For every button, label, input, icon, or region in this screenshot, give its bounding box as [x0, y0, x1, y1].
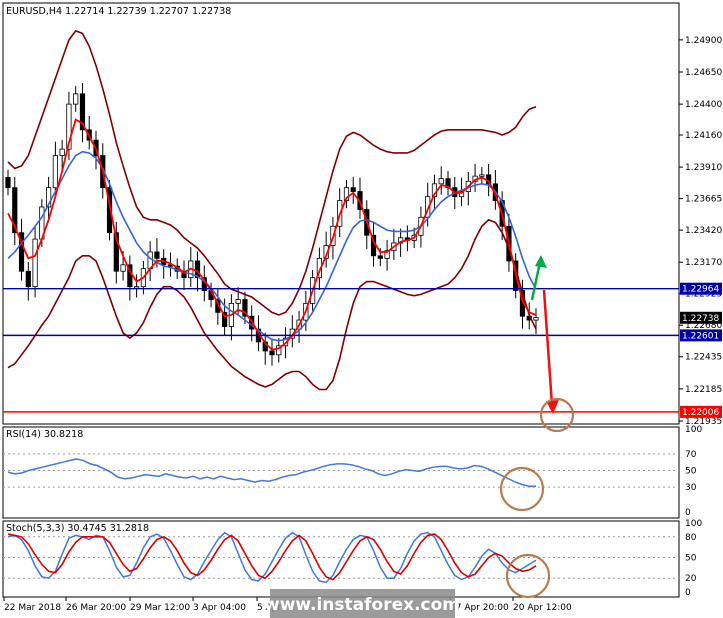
- projection-down-arrow: [542, 289, 554, 406]
- candle-body: [269, 350, 275, 356]
- bollinger-lower-band: [7, 218, 537, 391]
- candle-body: [134, 286, 140, 289]
- price-tick-label: 1.24160: [685, 131, 722, 141]
- candle-body: [46, 187, 52, 208]
- slow-moving-average: [7, 150, 537, 342]
- rsi-panel: 100 70 50 30 0: [3, 425, 702, 518]
- price-tick-label: 1.24400: [685, 100, 722, 110]
- candle-body: [222, 311, 228, 327]
- time-tick-label: 20 Apr 12:00: [513, 603, 572, 613]
- price-frame: [2, 2, 680, 425]
- level-tag-1.22006: [680, 405, 722, 418]
- time-tick-label: 5 Apr: [257, 603, 281, 613]
- candle-body: [343, 187, 350, 201]
- price-tick-label: 1.22680: [685, 321, 722, 331]
- stoch-circle: [505, 553, 551, 599]
- level-tag-label: 1.22006: [682, 408, 719, 418]
- candle-body: [154, 251, 160, 259]
- level-tag-1.22964: [680, 282, 722, 295]
- price-tick-label: 1.23170: [685, 258, 722, 268]
- up-arrowhead-icon: [535, 255, 547, 268]
- level-tag-label: 1.22601: [682, 331, 719, 341]
- watermark-banner: www.instaforex.com: [264, 589, 460, 618]
- rsi-tick-label: 50: [685, 467, 697, 477]
- candle-body: [533, 317, 539, 321]
- level-tag-1.22601: [680, 329, 722, 342]
- current-price-tag: [680, 311, 722, 324]
- time-tick-label: 29 Mar 12:00: [130, 603, 190, 613]
- stoch-tick-label: 0: [685, 588, 691, 598]
- current-price-label: 1.22738: [682, 314, 719, 324]
- candle-body: [120, 264, 126, 272]
- watermark: www.instaforex.com: [264, 595, 460, 615]
- stoch-tick-label: 20: [685, 574, 697, 584]
- candle-body: [59, 148, 65, 156]
- candle-body: [384, 250, 390, 259]
- time-tick-label: 22 Mar 2018: [4, 603, 61, 613]
- candle-body: [194, 260, 201, 279]
- price-tick-label: 1.23665: [685, 195, 722, 205]
- candle-body: [25, 270, 31, 288]
- candle-body: [445, 178, 451, 189]
- price-tick-label: 1.23910: [685, 163, 722, 173]
- candle-body: [32, 238, 38, 288]
- rsi-frame: [2, 426, 680, 519]
- time-axis: 22 Mar 2018 26 Mar 20:00 29 Mar 12:00 3 Apr…: [3, 597, 572, 613]
- candle-body: [106, 187, 113, 234]
- candle-body: [52, 155, 58, 189]
- price-tick-label: 1.22925: [685, 290, 722, 300]
- time-tick-label: 3 Apr 04:00: [193, 603, 246, 613]
- level-tag-label: 1.22964: [682, 285, 719, 295]
- price-tick-label: 1.21935: [685, 417, 722, 427]
- candle-body: [73, 93, 79, 105]
- rsi-header: RSI(14) 30.8218: [6, 429, 83, 440]
- bollinger-upper-band: [7, 29, 537, 316]
- fast-moving-average: [7, 118, 537, 351]
- price-panel: 1.24900 1.24650 1.24400 1.24160 1.23910 1.236…: [3, 29, 722, 433]
- projection-up-arrow: [530, 261, 542, 301]
- candle-body: [479, 174, 485, 177]
- candle-body: [276, 345, 282, 356]
- candle-body: [458, 191, 465, 198]
- panel-headers: EURUSD,H4 1.22714 1.22739 1.22707 1.2273…: [6, 6, 231, 534]
- candle-body: [113, 232, 119, 272]
- candle-body: [350, 187, 356, 192]
- candle-body: [242, 299, 248, 317]
- rsi-tick-label: 0: [685, 508, 691, 518]
- stoch-tick-label: 50: [685, 554, 697, 564]
- watermark-box: [270, 589, 455, 618]
- time-tick-label: 26 Mar 20:00: [66, 603, 126, 613]
- stoch-tick-label: 80: [685, 533, 697, 543]
- rsi-tick-label: 70: [685, 450, 697, 460]
- candle-body: [377, 255, 383, 259]
- candle-body: [235, 299, 241, 304]
- price-tick-label: 1.22435: [685, 353, 722, 363]
- price-tick-label: 1.23420: [685, 226, 722, 236]
- stoch-tick-label: 100: [685, 519, 702, 529]
- rsi-circle: [499, 466, 545, 512]
- rsi-tick-label: 100: [685, 425, 702, 435]
- candle-body: [66, 103, 72, 150]
- candle-body: [5, 177, 11, 189]
- stoch-d-line: [7, 533, 537, 581]
- stoch-k-line: [7, 531, 537, 584]
- down-arrowhead-icon: [546, 400, 559, 414]
- price-tick-label: 1.24900: [685, 36, 722, 46]
- price-tick-label: 1.24650: [685, 68, 722, 78]
- candle-body: [181, 270, 187, 279]
- candle-body: [438, 178, 444, 185]
- time-tick-label: 17 Apr 20:00: [450, 603, 509, 613]
- candle-body: [18, 232, 25, 272]
- stochastic-panel: 100 80 50 20 0: [3, 519, 702, 599]
- candle-body: [79, 93, 86, 131]
- target-circle: [539, 397, 575, 433]
- stoch-header: Stoch(5,3,3) 30.4745 31.2818: [6, 523, 149, 534]
- candle-body: [12, 187, 18, 234]
- price-tick-label: 1.22185: [685, 385, 722, 395]
- rsi-tick-label: 30: [685, 483, 697, 493]
- price-header: EURUSD,H4 1.22714 1.22739 1.22707 1.2273…: [6, 6, 231, 17]
- rsi-line: [7, 458, 536, 488]
